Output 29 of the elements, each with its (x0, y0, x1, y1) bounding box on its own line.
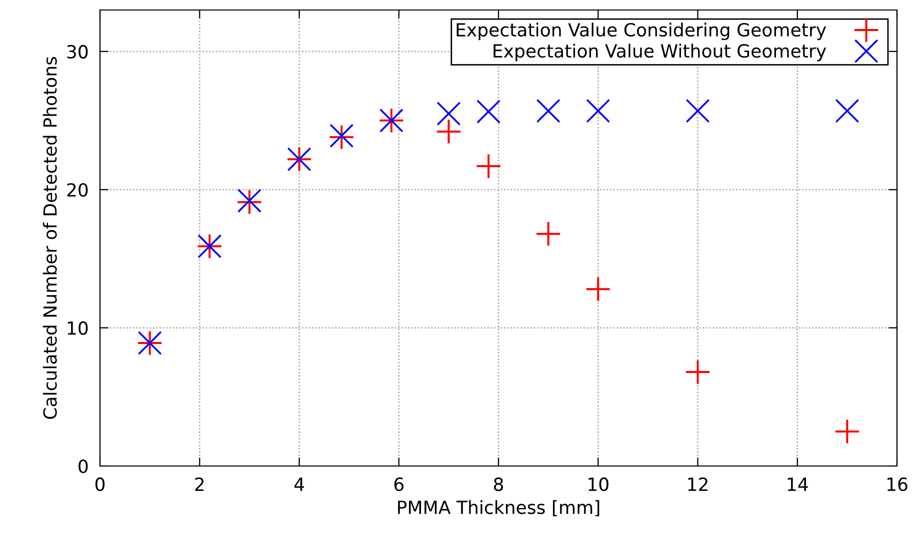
y-tick-label: 20 (67, 183, 88, 197)
x-tick-label: 14 (788, 478, 808, 491)
point (835, 420, 859, 444)
x-tick-label: 4 (294, 478, 304, 491)
point (476, 100, 501, 124)
point (835, 98, 860, 123)
y-tick-label: 30 (67, 44, 88, 59)
point (476, 154, 500, 178)
point (686, 360, 710, 384)
point (536, 98, 560, 123)
y-axis-title: Calculated Number of Detected Photons (42, 56, 57, 419)
legend-label: Expectation Value Without Geometry (494, 44, 826, 62)
point (586, 277, 610, 301)
point (686, 98, 710, 123)
point (586, 98, 610, 123)
x-tick-label: 2 (195, 477, 204, 491)
point (436, 120, 460, 144)
x-tick-label: 0 (95, 477, 105, 492)
y-tick-label: 10 (68, 321, 88, 335)
y-tick-label: 0 (78, 459, 88, 474)
x-axis-title: PMMA Thickness [mm] (398, 500, 600, 516)
x-tick-label: 6 (394, 477, 404, 492)
legend-label: Expectation Value Considering Geometry (456, 22, 826, 40)
x-tick-label: 8 (494, 477, 504, 492)
x-tick-label: 16 (887, 477, 908, 492)
x-tick-label: 12 (688, 477, 708, 491)
point (436, 102, 461, 126)
point (536, 222, 560, 246)
x-tick-label: 10 (588, 477, 608, 492)
